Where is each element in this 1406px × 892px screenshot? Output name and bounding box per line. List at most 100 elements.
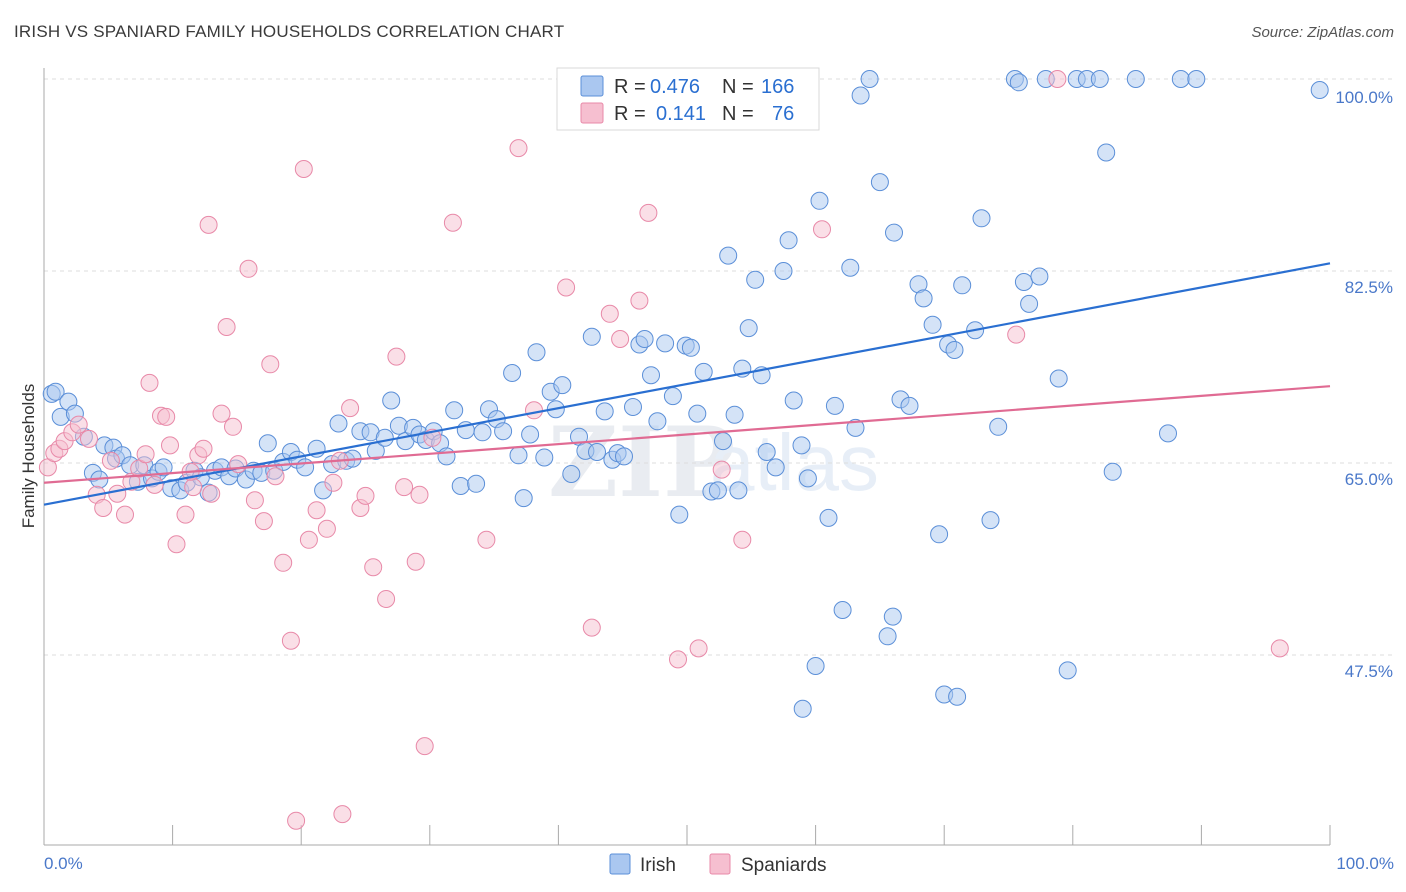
x-tick-label-max: 100.0%	[1336, 854, 1394, 873]
spaniards-point	[157, 407, 176, 426]
irish-point	[806, 657, 825, 675]
irish-point	[851, 86, 870, 105]
irish-point	[981, 511, 1000, 530]
spaniards-point	[281, 631, 300, 650]
irish-point	[1090, 70, 1109, 88]
spaniards-point	[136, 445, 155, 464]
legend-spaniards-r-value: 0.141	[656, 103, 706, 125]
watermark-zip: ZIP	[548, 406, 735, 519]
irish-point	[746, 270, 765, 289]
irish-point	[494, 422, 513, 441]
irish-point	[945, 341, 964, 359]
irish-point	[1058, 661, 1077, 680]
y-axis-title: Family Households	[19, 384, 38, 529]
spaniards-point	[167, 535, 186, 554]
legend-irish-n-label: N =	[722, 76, 754, 98]
spaniards-trend-line	[43, 385, 1331, 484]
spaniards-point	[377, 590, 396, 608]
irish-point	[1020, 294, 1039, 313]
spaniards-point	[406, 552, 425, 571]
irish-point	[885, 223, 903, 242]
series-legend: Irish Spaniards	[609, 853, 827, 876]
irish-point	[798, 469, 817, 488]
irish-point	[642, 366, 660, 385]
irish-point	[527, 343, 546, 362]
spaniards-point	[80, 429, 98, 448]
irish-point	[615, 447, 633, 466]
spaniards-point	[161, 436, 179, 455]
irish-point	[1103, 462, 1122, 481]
spaniards-point	[254, 512, 273, 531]
spaniards-point	[1007, 325, 1026, 344]
irish-point	[329, 414, 348, 433]
irish-point	[437, 447, 456, 466]
spaniards-point	[176, 505, 195, 524]
spaniards-point	[184, 478, 203, 497]
irish-point	[930, 525, 949, 544]
spaniards-point	[611, 330, 630, 348]
irish-point	[953, 276, 972, 295]
y-tick-label: 82.5%	[1345, 278, 1393, 297]
irish-point	[467, 474, 486, 493]
legend-spaniards-r-label: R =	[614, 103, 646, 125]
spaniards-point	[287, 811, 306, 830]
irish-point	[1126, 70, 1145, 88]
irish-point	[451, 477, 470, 495]
spaniards-point	[307, 501, 326, 520]
irish-point	[562, 465, 581, 483]
spaniards-point	[813, 220, 831, 239]
irish-point	[1310, 81, 1329, 99]
irish-point	[258, 434, 277, 453]
spaniards-point	[669, 650, 687, 669]
y-tick-labels: 47.5% 65.0% 82.5% 100.0%	[1335, 88, 1393, 681]
irish-point	[503, 364, 522, 382]
spaniards-point	[266, 467, 285, 486]
spaniards-point	[94, 499, 113, 517]
irish-point	[810, 191, 829, 210]
irish-point	[846, 418, 865, 437]
legend-irish-r-label: R =	[614, 76, 646, 98]
spaniards-point	[733, 530, 752, 549]
spaniards-point	[712, 460, 731, 479]
spaniards-point	[202, 484, 221, 503]
spaniards-point	[509, 139, 528, 158]
spaniards-point	[415, 737, 434, 756]
irish-point	[663, 387, 682, 406]
spaniards-point	[108, 484, 127, 503]
irish-point	[514, 489, 533, 508]
spaniards-point	[101, 451, 120, 470]
irish-point	[521, 425, 540, 444]
irish-point	[708, 481, 727, 500]
bottom-legend-swatch-spaniards	[709, 853, 731, 875]
irish-point	[766, 458, 785, 477]
spaniards-point	[410, 485, 429, 504]
legend-irish-r-value: 0.476	[650, 76, 700, 98]
irish-point	[688, 404, 707, 423]
irish-point	[375, 428, 394, 447]
irish-point	[923, 315, 942, 334]
irish-point	[719, 246, 738, 265]
spaniards-point	[364, 558, 383, 577]
irish-point	[1009, 73, 1028, 92]
irish-point	[154, 458, 173, 477]
irish-point	[972, 209, 991, 228]
spaniards-point	[477, 530, 496, 549]
spaniards-point	[689, 639, 708, 658]
irish-points	[42, 70, 1329, 718]
spaniards-point	[217, 318, 236, 336]
y-tick-label: 47.5%	[1345, 662, 1393, 681]
bottom-legend-swatch-irish	[609, 853, 631, 875]
spaniards-point	[116, 505, 134, 524]
y-tick-label: 100.0%	[1335, 88, 1393, 107]
spaniards-point	[341, 399, 360, 418]
legend-irish-n-value: 166	[761, 76, 794, 98]
irish-point	[900, 396, 919, 415]
irish-point	[819, 508, 838, 527]
spaniards-point	[261, 355, 280, 374]
spaniards-point	[212, 404, 231, 423]
irish-point	[779, 231, 798, 250]
irish-point	[648, 412, 667, 431]
irish-point	[694, 362, 713, 381]
spaniards-point	[333, 805, 352, 824]
